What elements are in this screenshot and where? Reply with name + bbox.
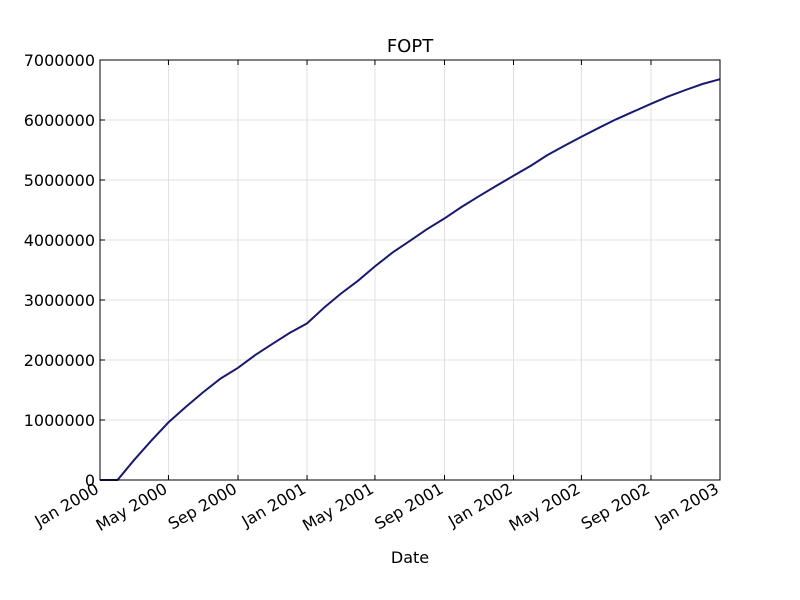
y-tick-label: 5000000 <box>24 171 95 190</box>
y-tick-label: 6000000 <box>24 111 95 130</box>
y-tick-label: 4000000 <box>24 231 95 250</box>
y-tick-label: 3000000 <box>24 291 95 310</box>
x-tick-label: Jan 2003 <box>651 479 722 531</box>
x-tick-label: Jan 2002 <box>444 479 515 531</box>
x-tick-label: Sep 2002 <box>578 479 653 533</box>
chart-title: FOPT <box>387 36 434 57</box>
x-tick-label: Jan 2000 <box>31 479 102 531</box>
y-tick-label: 7000000 <box>24 51 95 70</box>
x-tick-label: May 2000 <box>93 479 171 535</box>
y-tick-label: 2000000 <box>24 351 95 370</box>
plot-frame <box>99 59 721 481</box>
x-axis-label: Date <box>391 548 429 567</box>
x-tick-label: May 2002 <box>506 479 584 535</box>
x-tick-label: Sep 2000 <box>165 479 240 533</box>
x-tick-label: May 2001 <box>299 479 377 535</box>
axis-ticks <box>99 59 721 481</box>
series-line-fopt <box>100 78 721 481</box>
y-tick-labels: 0 1000000 2000000 3000000 4000000 5000000 6000… <box>24 51 95 490</box>
grid-lines <box>99 59 721 481</box>
y-tick-label: 0 <box>85 471 95 490</box>
x-tick-label: Jan 2001 <box>238 479 309 531</box>
y-tick-label: 1000000 <box>24 411 95 430</box>
x-tick-label: Sep 2001 <box>371 479 446 533</box>
